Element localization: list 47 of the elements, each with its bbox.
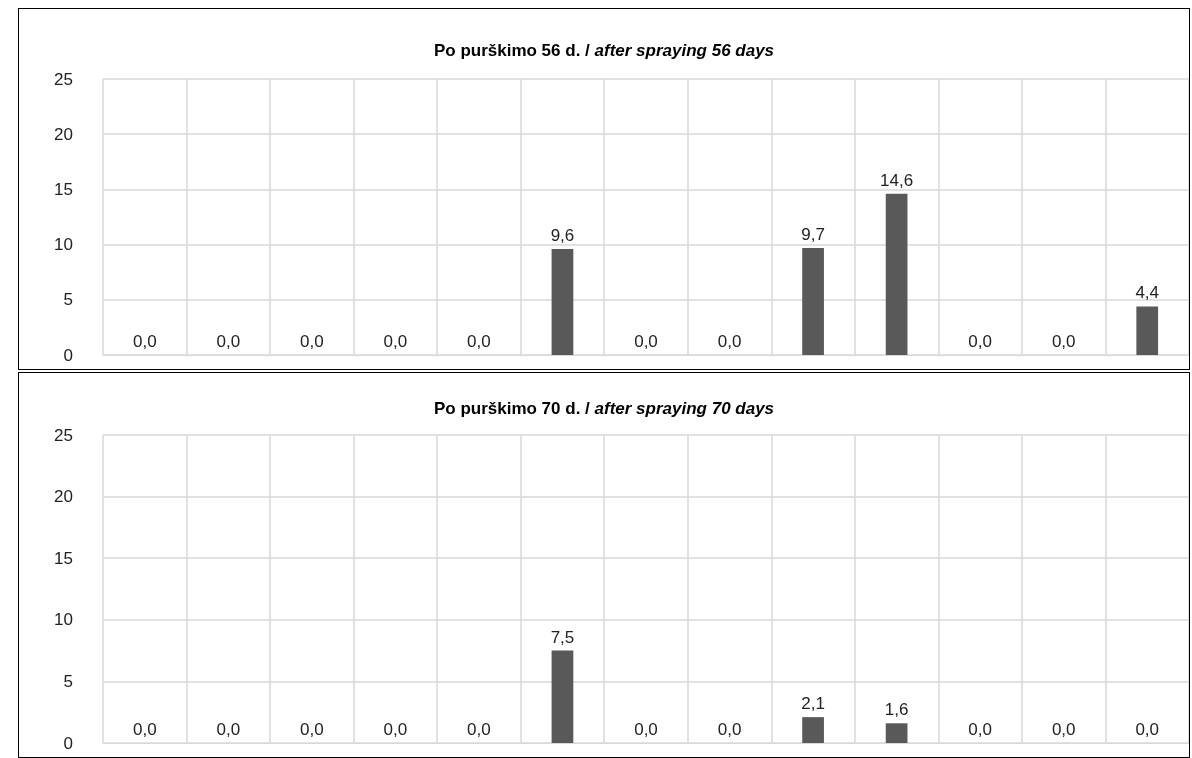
data-label: 0,0 <box>1051 720 1076 739</box>
data-label: 0,0 <box>717 332 742 351</box>
data-label: 0,0 <box>216 332 241 351</box>
data-label: 0,0 <box>467 332 491 351</box>
data-label: 0,0 <box>467 720 491 739</box>
y-tick-label: 0 <box>63 733 73 753</box>
data-label: 14,6 <box>880 170 914 190</box>
bar <box>802 717 824 743</box>
bar <box>802 247 824 355</box>
data-label: 0,0 <box>132 720 157 739</box>
y-tick-label: 20 <box>54 487 73 507</box>
bar <box>551 249 574 355</box>
data-label: 0,0 <box>968 332 992 351</box>
data-label: 0,0 <box>132 332 157 351</box>
data-label: 0,0 <box>300 720 324 739</box>
data-label: 0,0 <box>1051 332 1076 351</box>
y-tick-label: 10 <box>54 235 73 255</box>
data-label: 0,0 <box>717 720 742 739</box>
y-tick-label: 10 <box>54 610 73 630</box>
data-label: 0,0 <box>216 720 241 739</box>
data-label: 0,0 <box>383 332 408 351</box>
data-label: 7,5 <box>550 627 575 647</box>
y-tick-label: 15 <box>54 179 73 199</box>
y-tick-label: 25 <box>54 69 73 89</box>
y-tick-label: 5 <box>63 290 73 310</box>
bar <box>885 723 908 743</box>
chart-title: Po purškimo 70 d. / after spraying 70 days <box>433 399 775 418</box>
data-label: 0,0 <box>383 720 408 739</box>
data-label: 9,6 <box>550 226 575 246</box>
data-label: 1,6 <box>884 700 909 720</box>
bar <box>885 193 908 355</box>
y-tick-label: 5 <box>63 671 73 691</box>
data-label: 4,4 <box>1135 283 1160 303</box>
data-label: 0,0 <box>634 332 658 351</box>
y-tick-label: 15 <box>54 548 73 568</box>
y-tick-label: 25 <box>54 425 73 445</box>
data-label: 0,0 <box>300 332 324 351</box>
data-label: 0,0 <box>968 720 992 739</box>
data-label: 9,7 <box>801 224 825 244</box>
y-tick-label: 0 <box>63 345 73 365</box>
data-label: 0,0 <box>634 720 658 739</box>
y-tick-label: 20 <box>54 124 73 144</box>
bar <box>551 650 574 743</box>
data-label: 0,0 <box>1135 720 1160 739</box>
bar <box>1136 306 1159 355</box>
data-label: 2,1 <box>801 694 825 714</box>
chart-title: Po purškimo 56 d. / after spraying 56 days <box>433 41 775 60</box>
